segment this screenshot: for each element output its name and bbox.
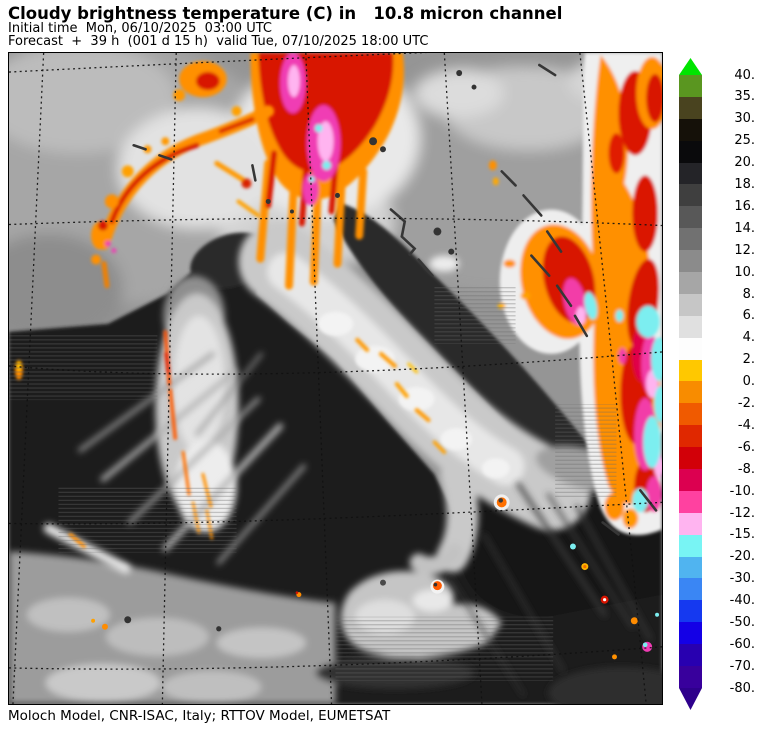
colorbar-tick-label: -2. xyxy=(737,396,755,411)
convective-cells-dots xyxy=(91,494,660,660)
colorbar-band xyxy=(679,381,702,404)
colorbar-band xyxy=(679,622,702,645)
colorbar-labels: 40. 35. 30. 25. 20. 18. 16. 14. 12. 10. 8. 6. 4. 2. 0.… xyxy=(679,58,755,723)
colorbar-tick-label: 14. xyxy=(734,220,755,236)
colorbar-under-arrow xyxy=(679,687,702,710)
colorbar-band xyxy=(679,578,702,601)
colorbar-tick-label: -12. xyxy=(729,505,755,521)
colorbar-band xyxy=(679,337,702,360)
initial-time-line: Initial time Mon, 06/10/2025 03:00 UTC xyxy=(8,21,272,36)
colorbar-tick-label: -50. xyxy=(729,615,755,630)
colorbar-tick-label: 40. xyxy=(734,67,755,83)
colorbar-tick-label: 20. xyxy=(734,155,755,171)
colorbar-tick-label: -40. xyxy=(729,593,755,609)
colorbar-band xyxy=(679,206,702,229)
colorbar-tick-label: 4. xyxy=(742,330,755,346)
forecast-valid-line: Forecast + 39 h (001 d 15 h) valid Tue, … xyxy=(8,33,429,49)
model-credit: Moloch Model, CNR-ISAC, Italy; RTTOV Mod… xyxy=(8,708,391,724)
colorbar-tick-label: 18. xyxy=(734,177,755,192)
colorbar-tick-label: 16. xyxy=(734,198,755,214)
terrain-specks xyxy=(124,70,477,632)
brightness-temperature-field xyxy=(9,53,662,704)
colorbar-band xyxy=(679,644,702,667)
colorbar-tick-label: -20. xyxy=(729,549,755,565)
chart-header: Cloudy brightness temperature (C) in 10.… xyxy=(8,4,562,48)
colorbar-tick-label: -4. xyxy=(737,417,755,433)
colorbar-strip xyxy=(679,58,702,710)
colorbar-band xyxy=(679,447,702,470)
colorbar-band xyxy=(679,140,702,163)
colorbar-tick-label: 2. xyxy=(742,352,755,368)
colorbar-tick-label: 6. xyxy=(742,308,755,324)
colorbar-band xyxy=(679,512,702,535)
colorbar-band xyxy=(679,228,702,251)
colorbar-band xyxy=(679,534,702,557)
colorbar-tick-label: 35. xyxy=(734,89,755,105)
colorbar-tick-label: -80. xyxy=(729,680,755,696)
colorbar-over-arrow xyxy=(679,58,702,75)
map-panel xyxy=(8,52,663,705)
colorbar-band xyxy=(679,96,702,119)
colorbar-tick-label: 8. xyxy=(742,286,755,302)
colorbar-band xyxy=(679,118,702,141)
colorbar-band xyxy=(679,556,702,579)
colorbar-tick-label: -30. xyxy=(729,571,755,587)
colorbar-band xyxy=(679,359,702,382)
apennine-bright-clouds xyxy=(317,311,510,479)
north-convection-plume xyxy=(250,53,404,290)
colorbar-bands xyxy=(679,75,702,688)
colorbar-tick-label: 0. xyxy=(742,374,755,390)
colorbar-tick-label: -70. xyxy=(729,658,755,674)
hatch-texture xyxy=(9,285,617,681)
colorbar-band xyxy=(679,469,702,491)
colorbar-tick-label: -8. xyxy=(737,461,755,477)
colorbar-band xyxy=(679,293,702,316)
chart-title: Cloudy brightness temperature (C) in 10.… xyxy=(8,4,563,23)
colorbar-band xyxy=(679,600,702,623)
colorbar-tick-label: -10. xyxy=(729,483,755,499)
colorbar-tick-label: 12. xyxy=(734,242,755,258)
coastline-squiggles xyxy=(132,63,658,536)
colorbar-band xyxy=(679,315,702,338)
colorbar-tick-label: -60. xyxy=(729,636,755,652)
colorbar-band xyxy=(679,162,702,185)
colorbar-band xyxy=(679,184,702,207)
colorbar-band xyxy=(679,250,702,273)
graticule-grid xyxy=(9,53,662,704)
colorbar-tick-label: 10. xyxy=(734,264,755,280)
colorbar-band xyxy=(679,75,702,97)
colorbar: 40. 35. 30. 25. 20. 18. 16. 14. 12. 10. 8. 6. 4. 2. 0.… xyxy=(679,58,760,723)
colorbar-band xyxy=(679,425,702,448)
colorbar-band xyxy=(679,666,702,688)
colorbar-band xyxy=(679,403,702,426)
colorbar-tick-label: -15. xyxy=(729,527,755,543)
colorbar-tick-label: -6. xyxy=(737,439,755,455)
colorbar-band xyxy=(679,272,702,294)
colorbar-band xyxy=(679,490,702,513)
colorbar-tick-label: 30. xyxy=(734,111,755,127)
colorbar-tick-label: 25. xyxy=(734,133,755,149)
